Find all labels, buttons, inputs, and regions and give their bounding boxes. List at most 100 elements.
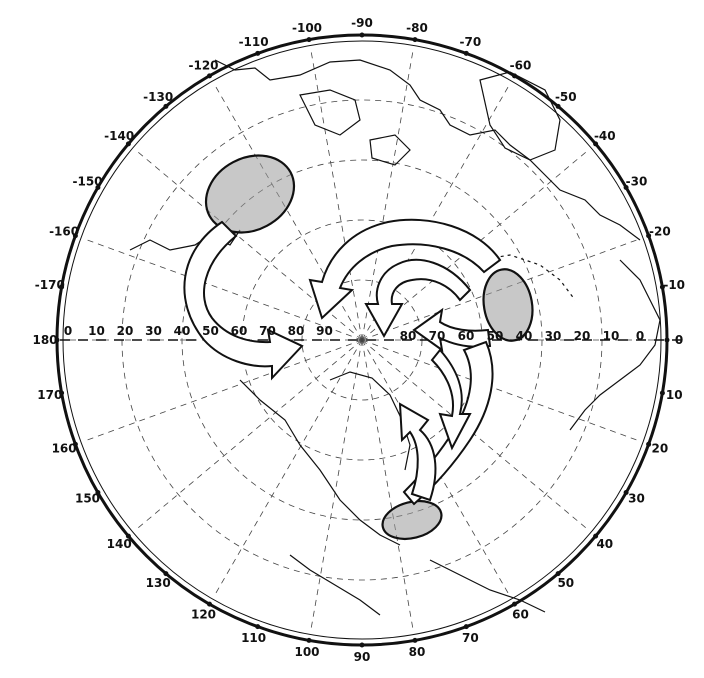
longitude-tick (125, 141, 131, 147)
longitude-label-lon-40: 40 (596, 537, 613, 551)
longitude-tick (623, 185, 629, 190)
longitude-tick (659, 390, 665, 396)
longitude-label-lon-m10: -10 (663, 278, 685, 292)
longitude-label-lon-m120: -120 (188, 59, 218, 73)
longitude-tick (59, 284, 65, 290)
longitude-label-lon-m100: -100 (292, 21, 322, 35)
longitude-tick (255, 50, 261, 56)
longitude-label-lon-m60: -60 (510, 59, 532, 73)
left-latitude-label: 80 (288, 324, 305, 338)
longitude-label-lon-0: 0 (675, 333, 683, 347)
longitude-label-lon-50: 50 (557, 576, 574, 590)
longitude-tick (664, 337, 670, 343)
longitude-tick (125, 533, 131, 539)
longitude-label-lon-m140: -140 (104, 129, 134, 143)
longitude-label-lon-80: 80 (409, 645, 426, 659)
longitude-tick (163, 103, 169, 109)
longitude-tick (207, 601, 212, 607)
left-latitude-label: 50 (202, 324, 219, 338)
coast-north-america (214, 59, 641, 241)
coast-south-east (429, 559, 546, 613)
longitude-label-lon-170: 170 (37, 388, 62, 402)
longitude-label-lon-130: 130 (146, 576, 171, 590)
arrow-south-up (398, 402, 437, 502)
right-latitude-label: 10 (603, 329, 620, 343)
right-latitude-label: 0 (636, 329, 644, 343)
longitude-label-lon-100: 100 (294, 645, 319, 659)
meridian-line (213, 339, 363, 598)
longitude-label-lon-90: 90 (354, 650, 371, 664)
longitude-tick (59, 390, 65, 396)
coast-greenland (479, 71, 561, 161)
longitude-tick (412, 37, 418, 43)
meridian-line (361, 339, 590, 532)
longitude-label-lon-140: 140 (107, 537, 132, 551)
left-latitude-label: 90 (316, 324, 333, 338)
longitude-tick (463, 624, 469, 630)
left-latitude-label: 70 (259, 324, 276, 338)
longitude-tick (512, 73, 517, 79)
coast-europe (569, 259, 661, 431)
longitude-label-lon-150: 150 (75, 492, 100, 506)
arrow-central-inner (364, 258, 472, 339)
meridian-line (82, 339, 363, 442)
meridian-line (82, 238, 363, 341)
region-northwest (204, 154, 296, 234)
right-latitude-label: 30 (545, 329, 562, 343)
meridian-line (361, 47, 414, 341)
longitude-tick (359, 32, 365, 38)
left-lat-labels: 0 10 20 30 40 50 60 70 80 90 (64, 324, 333, 338)
longitude-tick (555, 103, 561, 109)
longitude-tick (646, 233, 652, 239)
meridian-line (134, 339, 363, 532)
region-east (482, 268, 534, 342)
longitude-tick (555, 571, 561, 577)
left-latitude-label: 0 (64, 324, 72, 338)
longitude-tick (306, 37, 312, 43)
longitude-label-lon-20: 20 (652, 441, 669, 455)
arrow-center-down (430, 348, 472, 451)
region-south (381, 499, 443, 541)
meridian-line (310, 339, 363, 633)
arrow-west-loop (183, 220, 304, 381)
meridian-line (361, 339, 642, 442)
longitude-tick (72, 233, 78, 239)
coast-alaska (129, 229, 241, 251)
longitude-tick (412, 637, 418, 643)
flow-arrows (183, 218, 502, 506)
coast-canada-islands (299, 89, 411, 166)
longitude-tick (659, 284, 665, 290)
longitude-label-lon-m50: -50 (555, 90, 577, 104)
longitude-label-lon-60: 60 (512, 608, 529, 622)
coast-japan (289, 554, 381, 616)
right-latitude-label: 40 (516, 329, 533, 343)
longitude-tick (359, 642, 365, 648)
longitude-label-lon-110: 110 (241, 631, 266, 645)
longitude-label-lon-m40: -40 (594, 129, 616, 143)
longitude-label-lon-160: 160 (52, 441, 77, 455)
longitude-tick (207, 73, 212, 79)
longitude-label-lon-120: 120 (191, 608, 216, 622)
longitude-tick (512, 601, 517, 607)
left-latitude-label: 60 (231, 324, 248, 338)
coastlines (129, 59, 661, 616)
longitude-label-lon-30: 30 (628, 492, 645, 506)
longitude-tick (646, 441, 652, 447)
longitude-label-lon-10: 10 (666, 388, 683, 402)
longitude-tick (95, 490, 101, 495)
arrow-central-loop (308, 218, 502, 320)
meridian-line (310, 47, 363, 341)
longitude-label-lon-m160: -160 (49, 225, 79, 239)
longitude-label-lon-m130: -130 (143, 90, 173, 104)
longitude-label-lon-m80: -80 (406, 21, 428, 35)
right-lat-labels: 80 70 60 50 40 30 20 10 0 (400, 329, 645, 343)
longitude-tick (463, 50, 469, 56)
longitude-tick (255, 624, 261, 630)
right-latitude-label: 80 (400, 329, 417, 343)
longitude-tick (623, 490, 629, 495)
longitude-tick (306, 637, 312, 643)
coast-asia (239, 379, 401, 546)
longitude-label-lon-70: 70 (462, 631, 479, 645)
coast-central-arctic (329, 371, 411, 471)
